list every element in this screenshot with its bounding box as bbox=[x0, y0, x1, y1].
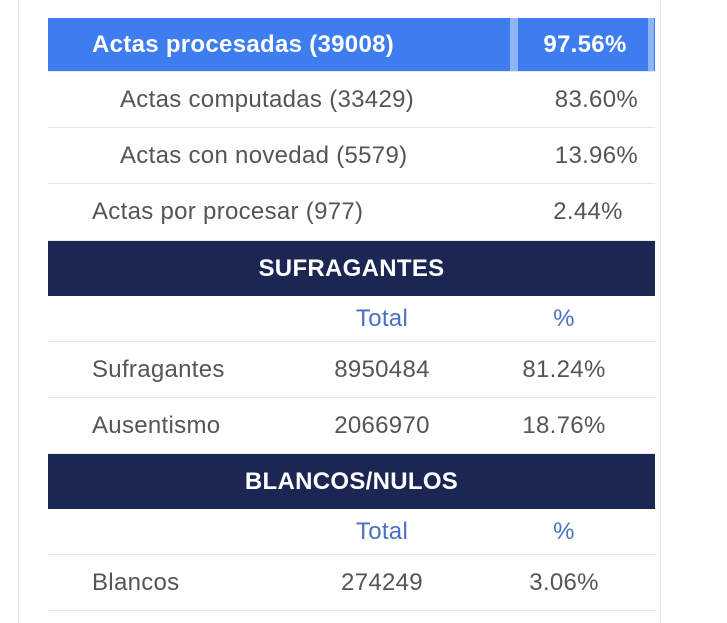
column-header: Total bbox=[355, 304, 409, 332]
edge bbox=[18, 0, 19, 623]
column-header-row: Total% bbox=[48, 509, 655, 555]
column-header: % bbox=[553, 517, 575, 545]
row-label: Actas por procesar (977) bbox=[92, 198, 364, 225]
row-percent: 97.56% bbox=[543, 30, 627, 58]
actas-row: Actas computadas (33429) 83.60% bbox=[48, 72, 655, 128]
row-percent: 81.24% bbox=[522, 355, 606, 383]
row-percent: 83.60% bbox=[554, 85, 638, 113]
data-row: Sufragantes 8950484 81.24% bbox=[48, 342, 655, 398]
row-percent: 18.76% bbox=[522, 411, 606, 439]
row-total: 274249 bbox=[341, 568, 423, 596]
row-percent: 2.44% bbox=[553, 198, 623, 225]
separator bbox=[510, 18, 518, 71]
row-percent: 13.96% bbox=[554, 141, 638, 169]
row-total: 2066970 bbox=[334, 411, 430, 439]
edge bbox=[660, 0, 661, 623]
row-label: Actas computadas (33429) bbox=[120, 85, 415, 113]
data-row: Blancos 274249 3.06% bbox=[48, 555, 655, 611]
section-header: BLANCOS/NULOS bbox=[48, 454, 655, 509]
section-title: BLANCOS/NULOS bbox=[244, 467, 459, 495]
row-percent: 3.06% bbox=[529, 568, 599, 596]
data-row: Ausentismo 2066970 18.76% bbox=[48, 398, 655, 454]
actas-row: Actas por procesar (977) 2.44% bbox=[48, 184, 655, 241]
row-label: Ausentismo bbox=[92, 411, 221, 439]
section-header: SUFRAGANTES bbox=[48, 241, 655, 296]
row-label: Actas procesadas (39008) bbox=[92, 30, 395, 58]
column-header: Total bbox=[355, 517, 409, 545]
section-title: SUFRAGANTES bbox=[258, 254, 445, 282]
row-label: Sufragantes bbox=[92, 355, 225, 383]
row-label: Blancos bbox=[92, 568, 180, 596]
row-label: Actas con novedad (5579) bbox=[120, 141, 408, 169]
data-row bbox=[48, 611, 655, 623]
column-header: % bbox=[553, 304, 575, 332]
separator bbox=[648, 18, 654, 71]
actas-row: Actas con novedad (5579) 13.96% bbox=[48, 128, 655, 184]
actas-row: Actas procesadas (39008) 97.56% bbox=[48, 18, 655, 72]
column-header-row: Total% bbox=[48, 296, 655, 342]
row-total: 8950484 bbox=[334, 355, 430, 383]
